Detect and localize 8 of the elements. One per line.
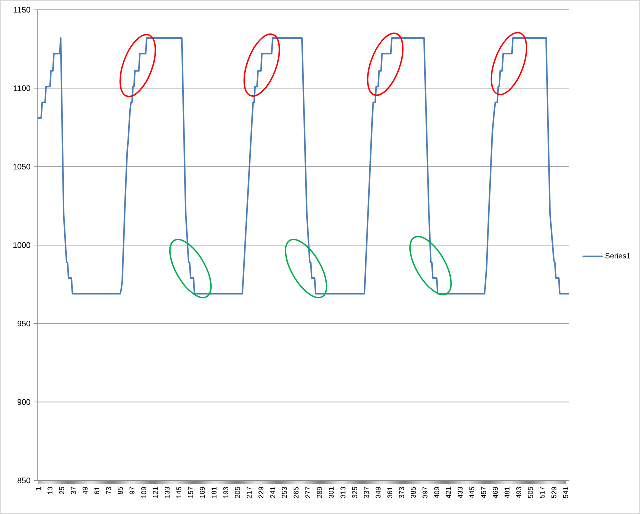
y-tick-label: 1000 bbox=[14, 242, 30, 248]
y-tick-label: 950 bbox=[18, 320, 30, 327]
y-tick-label: 900 bbox=[18, 399, 30, 406]
y-tick-label: 1150 bbox=[14, 7, 30, 13]
y-tick-label: 1100 bbox=[14, 86, 30, 92]
y-tick-label: 850 bbox=[18, 478, 30, 484]
y-tick-label: 1050 bbox=[14, 164, 30, 170]
line-series bbox=[38, 37, 570, 295]
